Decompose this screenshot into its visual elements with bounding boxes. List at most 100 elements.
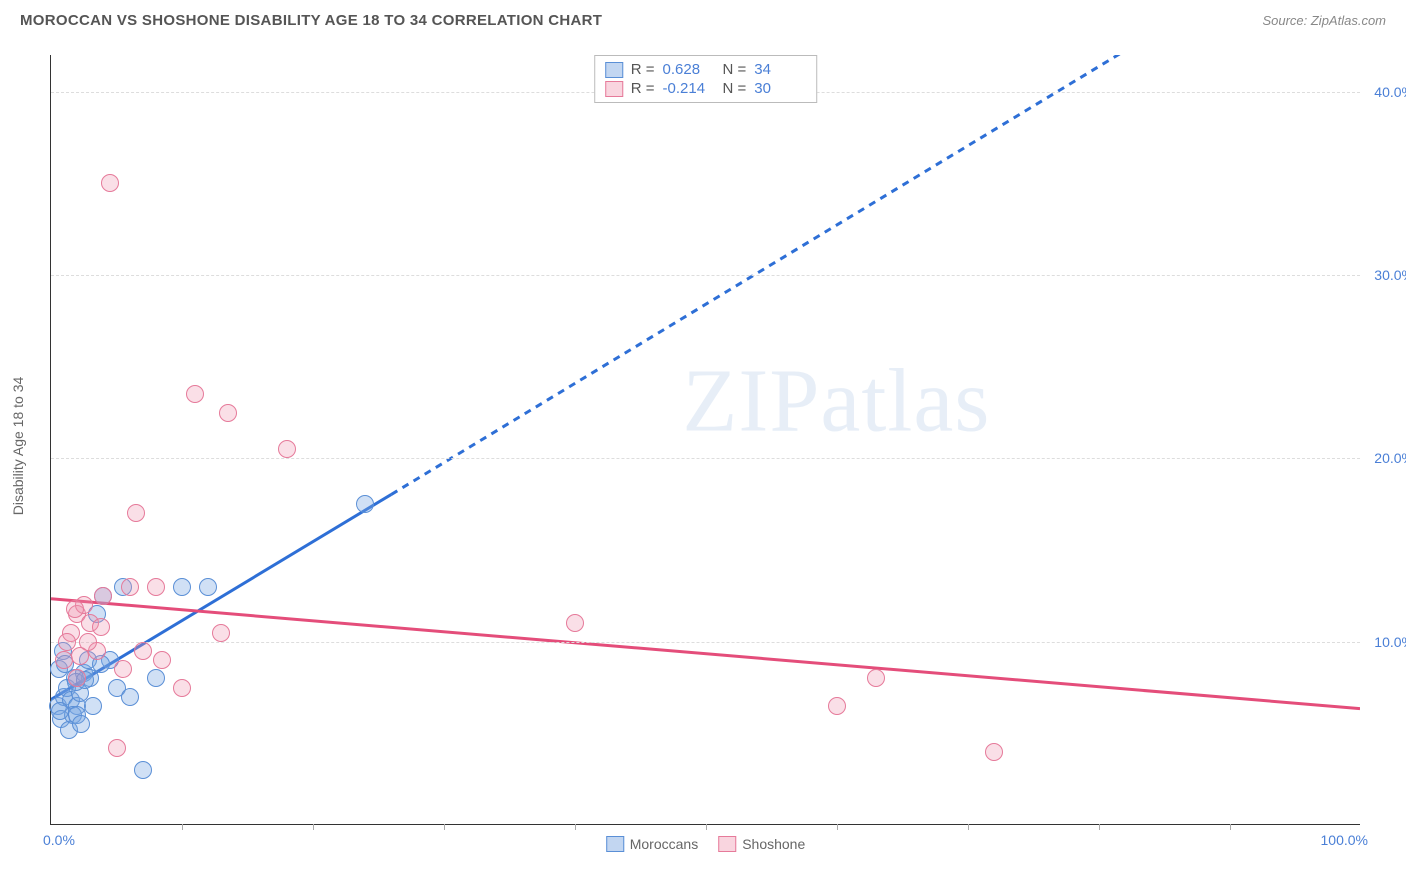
blue-point: [134, 761, 152, 779]
header: MOROCCAN VS SHOSHONE DISABILITY AGE 18 T…: [0, 0, 1406, 37]
blue-trendline: [51, 494, 391, 699]
y-tick-label: 40.0%: [1374, 84, 1406, 100]
pink-point: [985, 743, 1003, 761]
blue-point: [64, 706, 82, 724]
blue-point: [79, 651, 97, 669]
gridline-h: [51, 275, 1360, 276]
blue-point: [94, 587, 112, 605]
blue-point: [76, 671, 94, 689]
blue-point: [60, 721, 78, 739]
pink-point: [94, 587, 112, 605]
blue-point: [88, 605, 106, 623]
r-value: -0.214: [663, 80, 715, 97]
x-tick: [1099, 824, 1100, 830]
blue-trendline-dashed: [391, 55, 1360, 494]
pink-point: [108, 739, 126, 757]
blue-point: [72, 715, 90, 733]
legend-item-pink: Shoshone: [718, 836, 805, 852]
blue-point: [56, 655, 74, 673]
pink-point: [867, 669, 885, 687]
pink-point: [101, 174, 119, 192]
pink-point: [62, 624, 80, 642]
gridline-h: [51, 642, 1360, 643]
pink-point: [55, 651, 73, 669]
x-tick: [313, 824, 314, 830]
pink-point: [71, 647, 89, 665]
pink-point: [134, 642, 152, 660]
blue-point: [55, 688, 73, 706]
blue-point: [356, 495, 374, 513]
pink-point: [68, 605, 86, 623]
pink-point: [278, 440, 296, 458]
y-axis-label: Disability Age 18 to 34: [10, 377, 26, 516]
x-tick: [706, 824, 707, 830]
blue-point: [147, 669, 165, 687]
trend-lines-layer: [51, 55, 1360, 824]
stats-legend: R = 0.628 N = 34 R = -0.214 N = 30: [594, 55, 818, 103]
pink-point: [75, 596, 93, 614]
pink-point: [79, 633, 97, 651]
blue-point: [58, 679, 76, 697]
x-tick: [1230, 824, 1231, 830]
pink-point: [92, 618, 110, 636]
blue-point: [121, 688, 139, 706]
x-tick: [837, 824, 838, 830]
blue-point: [101, 651, 119, 669]
x-tick: [575, 824, 576, 830]
series-legend: Moroccans Shoshone: [606, 836, 806, 852]
blue-point: [75, 664, 93, 682]
legend-label: Moroccans: [630, 836, 698, 852]
watermark: ZIPatlas: [682, 350, 990, 453]
blue-point: [50, 660, 68, 678]
r-label: R =: [631, 80, 655, 97]
n-label: N =: [723, 61, 747, 78]
legend-swatch-pink: [718, 836, 736, 852]
pink-point: [81, 614, 99, 632]
blue-point: [68, 706, 86, 724]
watermark-atlas: atlas: [820, 352, 990, 451]
r-value: 0.628: [663, 61, 715, 78]
blue-point: [84, 697, 102, 715]
pink-point: [147, 578, 165, 596]
pink-trendline: [51, 599, 1360, 709]
pink-point: [68, 669, 86, 687]
pink-point: [127, 504, 145, 522]
pink-point: [121, 578, 139, 596]
legend-swatch-blue: [606, 836, 624, 852]
x-tick: [182, 824, 183, 830]
pink-point: [828, 697, 846, 715]
blue-point: [51, 702, 69, 720]
source-label: Source: ZipAtlas.com: [1262, 13, 1386, 28]
stats-legend-row: R = -0.214 N = 30: [605, 79, 807, 98]
blue-point: [54, 642, 72, 660]
x-axis-min-label: 0.0%: [43, 832, 75, 848]
pink-point: [212, 624, 230, 642]
n-label: N =: [723, 80, 747, 97]
x-axis-max-label: 100.0%: [1321, 832, 1368, 848]
pink-point: [58, 633, 76, 651]
legend-swatch-pink: [605, 81, 623, 97]
stats-legend-row: R = 0.628 N = 34: [605, 60, 807, 79]
blue-point: [68, 697, 86, 715]
x-tick: [444, 824, 445, 830]
n-value: 30: [754, 80, 806, 97]
gridline-h: [51, 458, 1360, 459]
blue-point: [173, 578, 191, 596]
x-tick: [968, 824, 969, 830]
blue-point: [71, 684, 89, 702]
pink-point: [88, 642, 106, 660]
n-value: 34: [754, 61, 806, 78]
blue-point: [49, 697, 67, 715]
pink-point: [66, 600, 84, 618]
r-label: R =: [631, 61, 655, 78]
pink-point: [114, 660, 132, 678]
chart-title: MOROCCAN VS SHOSHONE DISABILITY AGE 18 T…: [20, 12, 602, 29]
legend-label: Shoshone: [742, 836, 805, 852]
blue-point: [67, 673, 85, 691]
legend-swatch-blue: [605, 62, 623, 78]
pink-point: [566, 614, 584, 632]
blue-point: [108, 679, 126, 697]
y-tick-label: 20.0%: [1374, 450, 1406, 466]
watermark-zip: ZIP: [682, 352, 820, 451]
legend-item-blue: Moroccans: [606, 836, 698, 852]
